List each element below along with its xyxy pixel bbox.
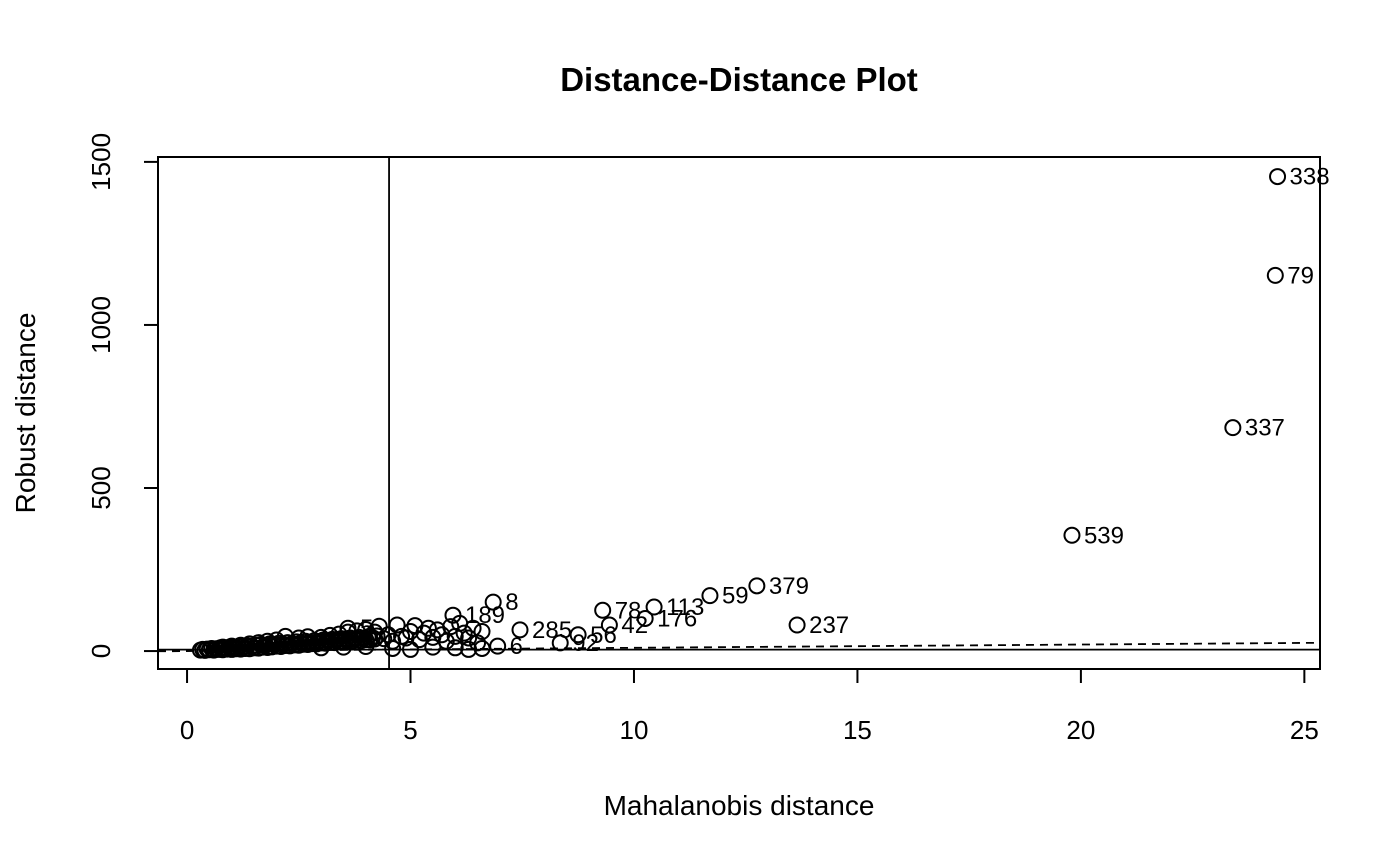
outlier-point xyxy=(1224,419,1242,437)
data-point xyxy=(312,639,330,657)
point-label: 338 xyxy=(1290,164,1330,191)
identity-dashed-line xyxy=(157,641,1321,653)
y-tick-label: 0 xyxy=(86,644,116,658)
data-point xyxy=(250,634,268,652)
data-point xyxy=(402,640,420,658)
point-label: 5 xyxy=(360,615,373,642)
point-label: 113 xyxy=(666,594,704,621)
outlier-point xyxy=(1063,526,1081,544)
point-label: 176 xyxy=(657,605,697,632)
outlier-point xyxy=(569,626,587,644)
outlier-point xyxy=(636,609,654,627)
x-tick-label: 0 xyxy=(180,715,194,745)
data-point xyxy=(366,623,384,641)
outlier-point xyxy=(645,598,663,616)
point-label: 8 xyxy=(505,589,518,616)
data-point xyxy=(357,637,375,655)
data-point xyxy=(348,622,366,640)
data-point xyxy=(276,627,294,645)
data-point xyxy=(267,631,285,649)
point-label: 56 xyxy=(590,622,617,649)
point-label: 92 xyxy=(572,630,599,657)
y-tick-label: 1500 xyxy=(86,133,116,191)
outlier-point xyxy=(1269,168,1287,186)
data-point xyxy=(388,616,406,634)
y-axis: 0 500 1000 1500 xyxy=(86,133,159,658)
data-point xyxy=(290,629,308,647)
point-label: 6 xyxy=(510,633,523,660)
data-point xyxy=(357,621,375,639)
outlier-point xyxy=(339,619,357,637)
data-point xyxy=(446,639,464,657)
data-point xyxy=(223,637,241,655)
outlier-point xyxy=(600,616,618,634)
x-tick-label: 5 xyxy=(403,715,417,745)
x-tick-label: 20 xyxy=(1066,715,1095,745)
point-label: 337 xyxy=(1245,415,1285,442)
x-tick-label: 10 xyxy=(620,715,649,745)
data-point xyxy=(299,628,317,646)
point-label: 42 xyxy=(621,612,648,639)
point-label: 539 xyxy=(1084,522,1124,549)
y-tick-label: 500 xyxy=(86,466,116,509)
data-point xyxy=(473,622,491,640)
data-point xyxy=(419,619,437,637)
bulk-points xyxy=(191,614,491,659)
point-label: 237 xyxy=(809,612,849,639)
point-label: 285 xyxy=(532,617,572,644)
data-point xyxy=(312,628,330,646)
chart-title: Distance-Distance Plot xyxy=(560,61,918,98)
data-point xyxy=(442,618,460,636)
data-point xyxy=(321,626,339,644)
x-tick-label: 25 xyxy=(1290,715,1319,745)
outlier-point xyxy=(489,637,507,655)
data-point xyxy=(460,640,478,658)
data-point xyxy=(455,624,473,642)
data-point xyxy=(334,638,352,656)
data-point xyxy=(258,632,276,650)
outlier-point xyxy=(788,616,806,634)
outlier-point xyxy=(748,577,766,595)
outlier-point xyxy=(1266,266,1284,284)
x-axis-title: Mahalanobis distance xyxy=(604,790,875,821)
point-label: 189 xyxy=(465,602,505,629)
x-tick-label: 15 xyxy=(843,715,872,745)
outlier-point xyxy=(511,621,529,639)
y-axis-title: Robust distance xyxy=(10,313,41,514)
outlier-point xyxy=(484,593,502,611)
point-label: 59 xyxy=(722,583,749,610)
data-point xyxy=(460,629,478,647)
data-point xyxy=(384,639,402,657)
y-tick-label: 1000 xyxy=(86,296,116,354)
outlier-point xyxy=(594,601,612,619)
point-label: 379 xyxy=(769,573,809,600)
data-point xyxy=(424,638,442,656)
data-point xyxy=(232,636,250,654)
data-point xyxy=(214,638,232,656)
x-axis: 0 5 10 15 20 25 xyxy=(180,668,1319,745)
outlier-point xyxy=(701,587,719,605)
outlier-point xyxy=(551,634,569,652)
point-label: 79 xyxy=(1287,262,1314,289)
outlier-point xyxy=(444,606,462,624)
data-point xyxy=(241,635,259,653)
